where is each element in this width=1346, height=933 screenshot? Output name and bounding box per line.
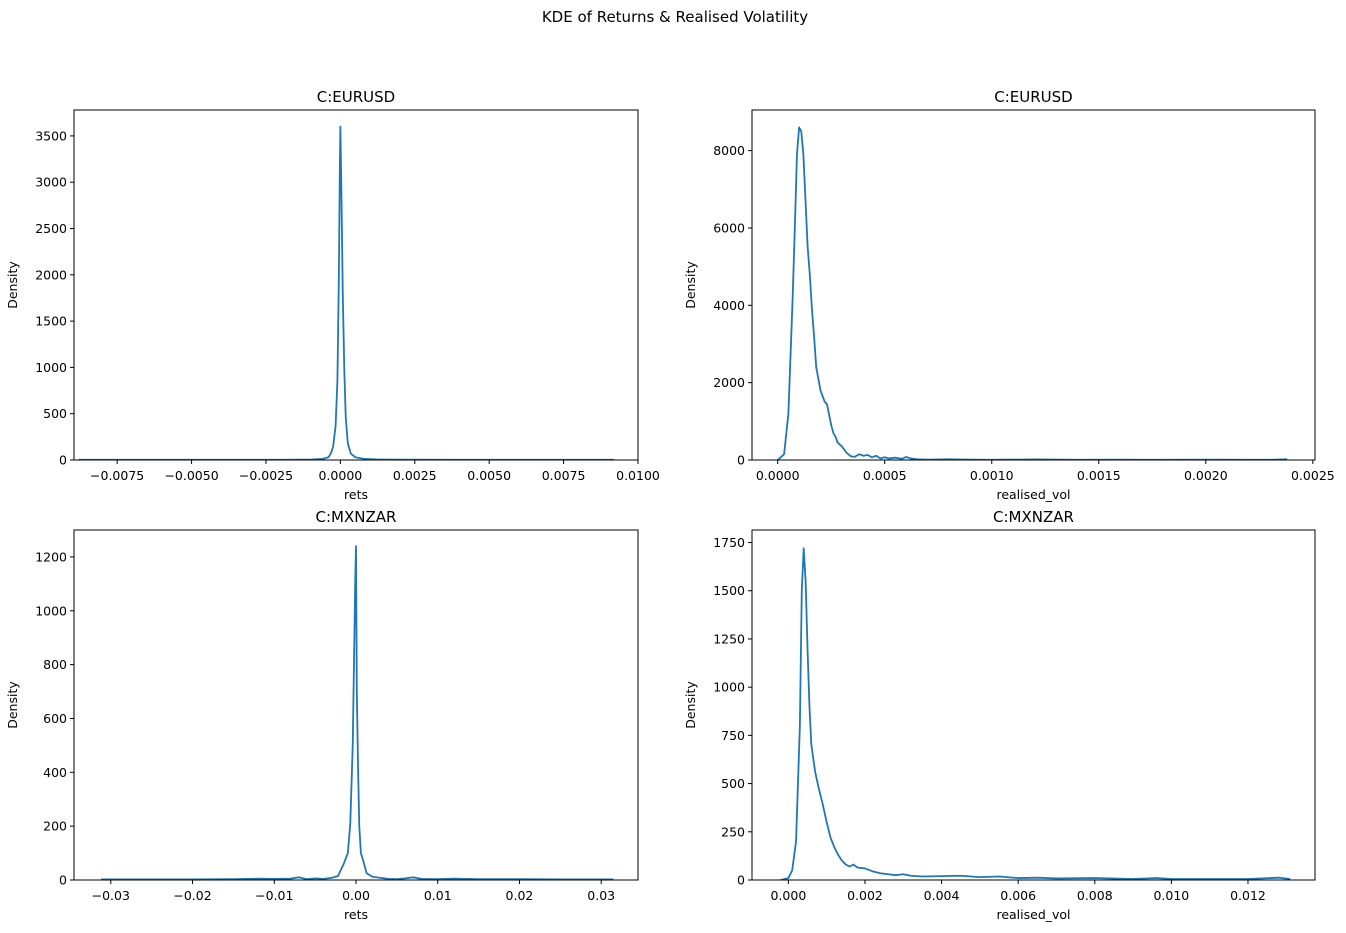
axes-frame — [751, 109, 1316, 461]
y-tick-label: 2000 — [713, 375, 745, 390]
x-tick-label: −0.01 — [255, 888, 293, 903]
chart-panel-2: 0.0000 0.0005 0.0010 0.0015 0.0020 0.0025 0 200… — [683, 88, 1335, 502]
x-axis-label: realised_vol — [996, 907, 1070, 922]
x-tick-label: 0.004 — [924, 888, 960, 903]
chart-panel-3: −0.03 −0.02 −0.01 0.00 0.01 0.02 0.03 0 200 400 60… — [5, 508, 639, 922]
x-tick-label: 0.000 — [770, 888, 806, 903]
y-tick-label: 800 — [43, 657, 67, 672]
y-tick-label: 1000 — [35, 603, 67, 618]
kde-line-2-1 — [777, 126, 1288, 460]
y-tick-label: 0 — [59, 453, 67, 468]
x-tick-label: 0.002 — [847, 888, 883, 903]
chart-panel-4: 0.000 0.002 0.004 0.006 0.008 0.010 0.012 0 250 5… — [683, 508, 1316, 922]
x-tick-label: 0.0050 — [467, 468, 511, 483]
x-tick-label: 0.0100 — [616, 468, 660, 483]
x-axis-label: rets — [344, 487, 368, 502]
y-tick-label: 0 — [59, 873, 67, 888]
y-tick-label: 1250 — [713, 631, 745, 646]
x-tick-label: 0.0075 — [542, 468, 586, 483]
y-tick-label: 750 — [721, 728, 745, 743]
x-tick-label: 0.0005 — [863, 468, 907, 483]
x-axis-label: realised_vol — [996, 487, 1070, 502]
y-tick-label: 500 — [721, 776, 745, 791]
y-tick-label: 1000 — [35, 360, 67, 375]
x-tick-label: 0.00 — [342, 888, 370, 903]
y-tick-label: 3500 — [35, 128, 67, 143]
x-tick-label: 0.01 — [424, 888, 452, 903]
y-tick-label: 400 — [43, 765, 67, 780]
panel-title: C:MXNZAR — [993, 508, 1074, 526]
y-tick-label: 8000 — [713, 143, 745, 158]
chart-panel-1: −0.0075 −0.0050 −0.0025 0.0000 0.0025 0.0050 0… — [5, 88, 660, 502]
x-tick-label: 0.0000 — [756, 468, 800, 483]
x-tick-label: −0.02 — [173, 888, 211, 903]
y-tick-label: 1000 — [713, 680, 745, 695]
x-tick-label: 0.0025 — [1291, 468, 1335, 483]
y-tick-label: 2500 — [35, 221, 67, 236]
x-tick-label: 0.0025 — [393, 468, 437, 483]
y-tick-label: 2000 — [35, 267, 67, 282]
x-tick-label: 0.008 — [1077, 888, 1113, 903]
y-tick-label: 200 — [43, 819, 67, 834]
kde-line-3-1 — [100, 545, 614, 880]
x-tick-label: 0.006 — [1000, 888, 1036, 903]
y-axis-label: Density — [683, 681, 698, 729]
x-tick-label: −0.0075 — [90, 468, 144, 483]
axes-frame — [751, 529, 1316, 881]
x-tick-label: 0.0010 — [970, 468, 1014, 483]
y-tick-label: 1500 — [713, 583, 745, 598]
x-tick-label: −0.03 — [92, 888, 130, 903]
x-tick-label: 0.02 — [506, 888, 534, 903]
y-tick-label: 1500 — [35, 314, 67, 329]
x-tick-label: 0.010 — [1153, 888, 1189, 903]
x-tick-label: 0.012 — [1230, 888, 1266, 903]
panel-title: C:EURUSD — [994, 88, 1072, 106]
axes-frame — [73, 109, 639, 461]
panel-title: C:MXNZAR — [316, 508, 397, 526]
x-tick-label: 0.0015 — [1077, 468, 1121, 483]
kde-line-4-1 — [780, 547, 1291, 880]
y-tick-label: 250 — [721, 824, 745, 839]
y-tick-label: 500 — [43, 406, 67, 421]
x-tick-label: −0.0050 — [164, 468, 218, 483]
panel-title: C:EURUSD — [317, 88, 395, 106]
kde-line-1-1 — [78, 125, 615, 460]
y-tick-label: 600 — [43, 711, 67, 726]
x-tick-label: −0.0025 — [239, 468, 293, 483]
y-axis-label: Density — [5, 681, 20, 729]
y-tick-label: 1200 — [35, 549, 67, 564]
x-tick-label: 0.03 — [587, 888, 615, 903]
x-tick-label: 0.0000 — [318, 468, 362, 483]
figure-suptitle: KDE of Returns & Realised Volatility — [542, 8, 808, 26]
y-axis-label: Density — [5, 261, 20, 309]
y-tick-label: 6000 — [713, 220, 745, 235]
y-tick-label: 0 — [737, 453, 745, 468]
x-tick-label: 0.0020 — [1184, 468, 1228, 483]
x-axis-label: rets — [344, 907, 368, 922]
y-tick-label: 3000 — [35, 175, 67, 190]
y-tick-label: 1750 — [713, 535, 745, 550]
y-tick-label: 0 — [737, 873, 745, 888]
y-tick-label: 4000 — [713, 298, 745, 313]
y-axis-label: Density — [683, 261, 698, 309]
